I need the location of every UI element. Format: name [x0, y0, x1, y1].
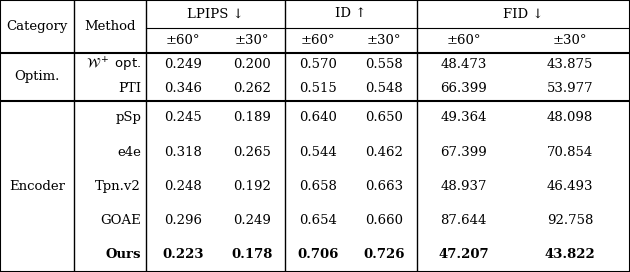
- Text: 0.346: 0.346: [164, 82, 202, 95]
- Text: ±30°: ±30°: [367, 34, 401, 47]
- Text: 49.364: 49.364: [440, 111, 487, 124]
- Text: PTI: PTI: [118, 82, 141, 95]
- Text: Category: Category: [6, 20, 68, 33]
- Text: 0.515: 0.515: [299, 82, 337, 95]
- Text: LPIPS ↓: LPIPS ↓: [187, 7, 244, 20]
- Text: e4e: e4e: [117, 146, 141, 159]
- Text: ±30°: ±30°: [235, 34, 269, 47]
- Text: Method: Method: [84, 20, 136, 33]
- Text: Ours: Ours: [106, 248, 141, 261]
- Text: 0.265: 0.265: [233, 146, 271, 159]
- Text: 47.207: 47.207: [438, 248, 489, 261]
- Text: 0.178: 0.178: [231, 248, 273, 261]
- Text: 53.977: 53.977: [547, 82, 593, 95]
- Text: 0.200: 0.200: [233, 58, 271, 72]
- Text: 43.822: 43.822: [545, 248, 595, 261]
- Text: 0.249: 0.249: [164, 58, 202, 72]
- Text: 0.726: 0.726: [364, 248, 405, 261]
- Text: 0.296: 0.296: [164, 214, 202, 227]
- Text: 0.650: 0.650: [365, 111, 403, 124]
- Text: ±60°: ±60°: [447, 34, 481, 47]
- Text: ±30°: ±30°: [553, 34, 587, 47]
- Text: ID ↑: ID ↑: [335, 7, 367, 20]
- Text: 0.245: 0.245: [164, 111, 202, 124]
- Text: 92.758: 92.758: [547, 214, 593, 227]
- Text: 0.249: 0.249: [233, 214, 271, 227]
- Text: pSp: pSp: [115, 111, 141, 124]
- Text: $\mathcal{W}^+$ opt.: $\mathcal{W}^+$ opt.: [86, 56, 141, 74]
- Text: 0.548: 0.548: [365, 82, 403, 95]
- Text: 0.192: 0.192: [233, 180, 271, 193]
- Text: 66.399: 66.399: [440, 82, 487, 95]
- Text: 67.399: 67.399: [440, 146, 487, 159]
- Text: 0.658: 0.658: [299, 180, 337, 193]
- Text: 48.473: 48.473: [440, 58, 487, 72]
- Text: 0.570: 0.570: [299, 58, 337, 72]
- Text: 43.875: 43.875: [547, 58, 593, 72]
- Text: 70.854: 70.854: [547, 146, 593, 159]
- Text: 0.663: 0.663: [365, 180, 403, 193]
- Text: 0.706: 0.706: [297, 248, 339, 261]
- Text: ±60°: ±60°: [166, 34, 200, 47]
- Text: 0.318: 0.318: [164, 146, 202, 159]
- Text: 0.660: 0.660: [365, 214, 403, 227]
- Text: 0.262: 0.262: [233, 82, 271, 95]
- Text: ±60°: ±60°: [301, 34, 335, 47]
- Text: FID ↓: FID ↓: [503, 7, 544, 20]
- Text: 0.248: 0.248: [164, 180, 202, 193]
- Text: Optim.: Optim.: [14, 70, 60, 83]
- Text: 87.644: 87.644: [440, 214, 487, 227]
- Text: 48.098: 48.098: [547, 111, 593, 124]
- Text: 0.544: 0.544: [299, 146, 337, 159]
- Text: Tpn.v2: Tpn.v2: [95, 180, 141, 193]
- Text: 48.937: 48.937: [440, 180, 487, 193]
- Text: GOAE: GOAE: [100, 214, 141, 227]
- Text: 0.654: 0.654: [299, 214, 337, 227]
- Text: 0.462: 0.462: [365, 146, 403, 159]
- Text: 0.189: 0.189: [233, 111, 271, 124]
- Text: 46.493: 46.493: [547, 180, 593, 193]
- Text: 0.640: 0.640: [299, 111, 337, 124]
- Text: Encoder: Encoder: [9, 180, 65, 193]
- Text: 0.223: 0.223: [162, 248, 203, 261]
- Text: 0.558: 0.558: [365, 58, 403, 72]
